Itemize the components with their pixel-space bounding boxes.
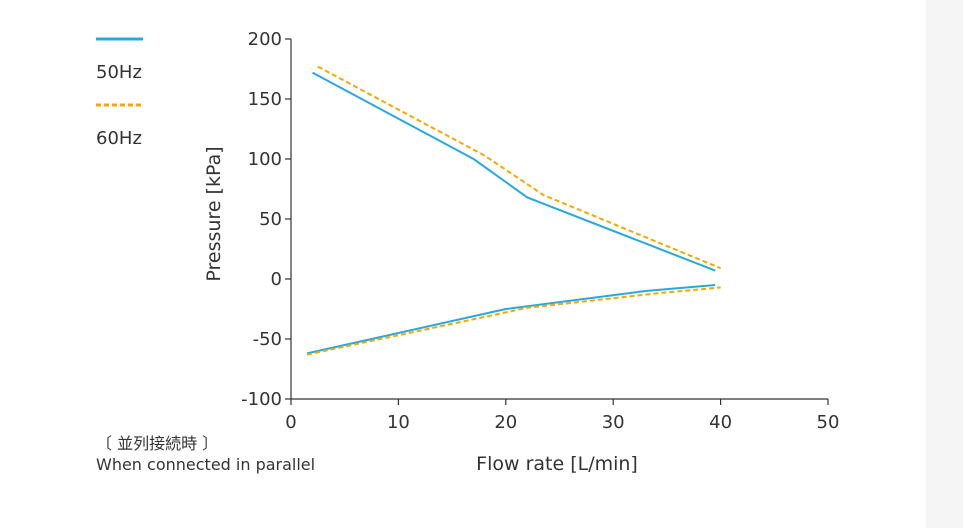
x-tick-label: 10 xyxy=(387,412,410,433)
x-tick-label: 0 xyxy=(285,412,296,433)
x-tick-label: 30 xyxy=(602,412,625,433)
x-tick-label: 20 xyxy=(494,412,517,433)
y-axis-title: Pressure [kPa] xyxy=(203,146,225,281)
y-tick-label: 0 xyxy=(271,269,282,290)
connection-note-english: When connected in parallel xyxy=(96,455,316,474)
legend-label-60hz: 60Hz xyxy=(96,128,142,149)
series-line-50hz-vacuum xyxy=(306,284,716,355)
y-tick-label: -100 xyxy=(241,389,282,410)
y-tick-label: -50 xyxy=(253,329,282,350)
y-tick-label: 200 xyxy=(248,29,282,50)
y-tick-label: 150 xyxy=(248,89,282,110)
series-line-50hz-pressure xyxy=(312,71,716,272)
chart-legend: 50Hz 60Hz xyxy=(96,37,143,149)
chart-series xyxy=(306,65,721,356)
y-tick-label: 100 xyxy=(248,149,282,170)
series-line-60hz-pressure xyxy=(317,65,721,270)
page-edge-strip xyxy=(926,0,963,528)
y-tick-label: 50 xyxy=(259,209,282,230)
chart-axes: -100 -50 0 50 100 150 200 0 10 20 30 40 50 xyxy=(241,29,839,433)
connection-note-japanese: 〔 並列接続時 〕 xyxy=(96,434,219,453)
legend-label-50hz: 50Hz xyxy=(96,62,142,83)
series-line-60hz-vacuum xyxy=(306,286,721,356)
x-tick-label: 40 xyxy=(709,412,732,433)
x-tick-label: 50 xyxy=(817,412,840,433)
x-axis-title: Flow rate [L/min] xyxy=(476,453,638,475)
